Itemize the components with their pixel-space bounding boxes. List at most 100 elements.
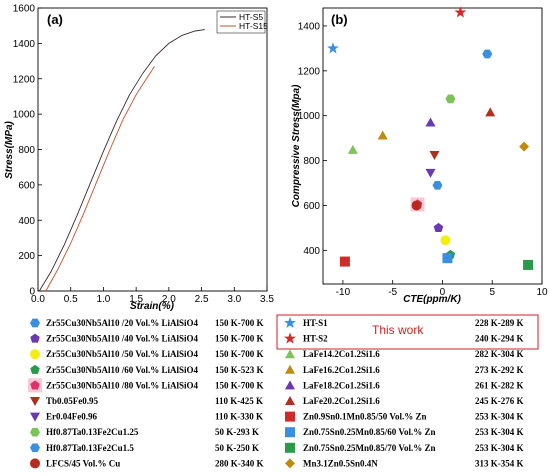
legend-left-temp: 50 K-293 K — [215, 427, 259, 437]
legend-left-label: Hf0.87Ta0.13Fe2Cu1.5 — [46, 443, 134, 453]
panel-b-xlabel: CTE(ppm/K) — [403, 294, 461, 305]
legend-left-label: LFCS/45 Vol.% Cu — [46, 458, 120, 468]
panel-a-stress-strain: (a) Strain(%) Stress(MPa) 0.0 0.5 1.0 1.5 2.… — [4, 4, 274, 313]
panel-a-xtick-label: 1.0 — [96, 294, 110, 305]
panel-a-ytick-label: 400 — [18, 216, 35, 227]
legend-right-label: Zn0.75Sn0.25Mn0.85/60 Vol.% Zn — [303, 427, 436, 437]
legend-right-label: Zn0.75Sn0.25Mn0.85/70 Vol.% Zn — [303, 443, 436, 453]
scatter-point — [440, 235, 451, 246]
scatter-point — [433, 222, 444, 232]
panel-a-xtick-label: 3.0 — [227, 294, 241, 305]
panel-b-ytick-label: 400 — [303, 246, 320, 257]
panel-a-legend-label: HT-S5 — [239, 12, 263, 22]
scatter-point — [377, 130, 388, 140]
legend-right-label: Zn0.9Sn0.1Mn0.85/50 Vol.% Zn — [303, 412, 427, 422]
legend-left-label: Zr55Cu30Nb5Al10 /40 Vol.% LiAlSiO4 — [46, 334, 199, 344]
legend-left-temp: 150 K-700 K — [215, 334, 264, 344]
panel-b-cte-scatter: (b) CTE(ppm/K) Compressive Stress(Mpa) -… — [291, 6, 548, 305]
panel-a-ytick-label: 1200 — [13, 74, 36, 85]
legend-right-label: LaFe18.2Co1.2Si1.6 — [303, 380, 380, 390]
panel-b-xtick-label: 0 — [440, 287, 446, 298]
panel-a-series-ht-s15 — [45, 66, 155, 292]
panel-b-xtick-label: -10 — [336, 287, 351, 298]
scatter-point — [327, 42, 339, 54]
scatter-point — [429, 150, 440, 160]
panel-a-xlabel: Strain(%) — [130, 301, 175, 312]
legend-right-label: LaFe20.2Co1.2Si1.6 — [303, 396, 380, 406]
panel-a-ytick-label: 1600 — [13, 4, 36, 15]
legend-left-marker — [30, 458, 40, 469]
legend-right-marker — [285, 349, 295, 359]
legend-right-label: HT-S2 — [303, 334, 328, 344]
legend-left-label: Zr55Cu30Nb5Al10 /20 Vol.% LiAlSiO4 — [46, 318, 199, 328]
panel-a-xtick-label: 2.5 — [195, 294, 209, 305]
scatter-point — [347, 144, 358, 154]
panel-a-series-ht-s5 — [38, 29, 205, 292]
legend-left-marker — [30, 443, 40, 453]
panel-a-ytick-label: 1000 — [13, 110, 36, 121]
legend-right-label: Mn3.1Zn0.5Sn0.4N — [303, 458, 378, 468]
this-work-label: This work — [372, 323, 424, 337]
legend-left-marker — [30, 333, 40, 343]
legend-right-temp: 245 K-276 K — [475, 396, 524, 406]
panel-b-label: (b) — [331, 12, 348, 27]
legend-left-temp: 50 K-250 K — [215, 443, 259, 453]
panel-b-ytick-label: 800 — [303, 156, 320, 167]
panel-a-xtick-label: 0.5 — [64, 294, 78, 305]
panel-b-xtick-label: 10 — [536, 287, 548, 298]
legend-left-label: Zr55Cu30Nb5Al10 /50 Vol.% LiAlSiO4 — [46, 349, 199, 359]
legend-right-marker — [284, 316, 296, 329]
legend-right-marker — [285, 427, 295, 438]
legend-left-temp: 150 K-700 K — [215, 318, 264, 328]
legend-right-marker — [284, 332, 296, 344]
legend-left-label: Zr55Cu30Nb5Al10 /80 Vol.% LiAlSiO4 — [46, 380, 199, 390]
legend-right-marker — [285, 396, 295, 405]
legend-right-temp: 273 K-292 K — [475, 365, 524, 375]
panel-a-ytick-label: 800 — [18, 145, 35, 156]
scatter-point — [442, 253, 453, 264]
legend-right-label: LaFe14.2Co1.2Si1.6 — [303, 349, 380, 359]
panel-b-ytick-label: 1000 — [298, 111, 321, 122]
panel-a-xtick-label: 0.0 — [31, 294, 45, 305]
legend-left-temp: 150 K-700 K — [215, 380, 264, 390]
legend-left-label: Er0.04Fe0.96 — [46, 412, 97, 422]
legend-right-temp: 253 K-304 K — [475, 412, 524, 422]
panel-b-ytick-label: 600 — [303, 201, 320, 212]
legend-left-marker — [30, 427, 40, 437]
panel-a-xtick-label: 2.0 — [162, 294, 176, 305]
scatter-point — [425, 168, 436, 178]
panel-a-xtick-label: 3.5 — [260, 294, 274, 305]
legend-right-temp: 253 K-304 K — [475, 443, 524, 453]
scatter-point — [411, 200, 422, 211]
panel-b-ytick-label: 1400 — [298, 21, 321, 32]
legend-left-marker — [30, 412, 40, 422]
legend-right-marker — [285, 364, 295, 374]
scatter-point — [432, 180, 443, 190]
legend-left-label: Zr55Cu30Nb5Al10 /60 Vol.% LiAlSiO4 — [46, 365, 199, 375]
panel-b-xtick-label: 5 — [489, 287, 495, 298]
legend-right-temp: 253 K-304 K — [475, 427, 524, 437]
legend-right-marker — [285, 411, 295, 422]
panel-b-xtick-label: -5 — [388, 287, 397, 298]
legend-left-marker — [30, 380, 40, 390]
legend-left-marker — [30, 397, 40, 406]
legend-left-marker — [30, 349, 40, 360]
panel-b-frame — [322, 7, 543, 285]
legend-right-marker — [285, 458, 295, 469]
legend-right-temp: 228 K-289 K — [475, 318, 524, 328]
panel-a-ylabel: Stress(MPa) — [4, 120, 15, 178]
legend-right-temp: 261 K-282 K — [475, 380, 524, 390]
legend-left-label: Hf0.87Ta0.13Fe2Cu1.25 — [46, 427, 139, 437]
scatter-point — [339, 256, 350, 267]
legend-right-label: LaFe16.2Co1.2Si1.6 — [303, 365, 380, 375]
panel-a-legend-label: HT-S15 — [239, 21, 268, 31]
legend-right: HT-S1 228 K-289 K HT-S2 240 K-294 K LaFe14.2… — [284, 316, 524, 469]
scatter-point — [523, 259, 534, 270]
legend-left-temp: 110 K-425 K — [215, 396, 263, 406]
panel-a-ytick-label: 0 — [29, 287, 35, 298]
panel-a-frame — [37, 7, 268, 292]
panel-b-ylabel: Compressive Stress(Mpa) — [291, 84, 302, 207]
scatter-point — [454, 6, 467, 18]
